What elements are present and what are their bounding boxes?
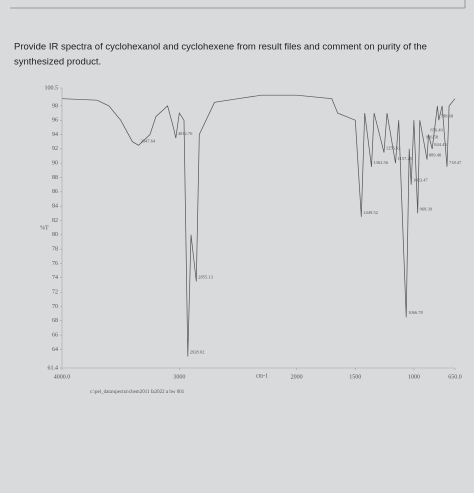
question-line: Provide IR spectra of cyclohexanol and c… xyxy=(14,42,427,53)
peak-label: 1362.56 xyxy=(373,160,388,165)
y-tick-label: 98 xyxy=(52,103,58,109)
peak-label: 1449.52 xyxy=(363,210,378,215)
peak-label: 2928.02 xyxy=(190,350,205,355)
x-tick-label: 3000 xyxy=(173,374,185,380)
y-tick-label: 82 xyxy=(52,218,58,224)
peak-label: 916.58 xyxy=(426,135,439,140)
peak-label: 889.40 xyxy=(429,153,442,158)
peak-label: 1255.92 xyxy=(386,145,401,150)
y-tick-label: 88 xyxy=(52,175,58,181)
x-tick-label: 2000 xyxy=(291,374,303,380)
y-tick-label: 100.5 xyxy=(45,85,59,91)
question-line: synthesized product. xyxy=(14,57,101,68)
y-tick-label: 64 xyxy=(52,347,58,353)
y-tick-label: 76 xyxy=(52,261,58,267)
y-tick-label: 72 xyxy=(52,289,58,295)
y-tick-label: 66 xyxy=(52,332,58,338)
peak-label: 844.43 xyxy=(434,142,447,147)
peak-label: 788.68 xyxy=(441,113,454,118)
y-tick-label: 61.4 xyxy=(48,365,59,371)
y-tick-label: 86 xyxy=(52,189,58,195)
y-tick-label: 80 xyxy=(52,232,58,238)
spectrum-line xyxy=(61,94,456,357)
x-axis-label: cm-1 xyxy=(256,373,268,379)
y-tick-label: 78 xyxy=(52,247,58,253)
y-tick-label: 96 xyxy=(52,118,58,124)
y-tick-label: 74 xyxy=(52,275,58,281)
peak-label: 1023.47 xyxy=(413,178,428,183)
y-axis-label: %T xyxy=(40,225,49,231)
peak-label: 1157.25 xyxy=(397,156,412,161)
file-path: c:\pel_data\spectra\chem2011 fa2022 a hw… xyxy=(90,390,185,395)
y-tick-label: 94 xyxy=(52,132,58,138)
y-tick-label: 90 xyxy=(52,161,58,167)
y-tick-label: 68 xyxy=(52,318,58,324)
x-tick-label: 650.0 xyxy=(448,374,462,380)
peak-label: 1066.78 xyxy=(408,310,423,315)
peak-label: 718.47 xyxy=(449,160,462,165)
y-tick-label: 84 xyxy=(52,204,58,210)
peak-label: 876.49 xyxy=(430,128,443,133)
y-tick-label: 92 xyxy=(52,146,58,152)
peak-label: 4012.76 xyxy=(178,131,193,136)
peak-label: 2855.13 xyxy=(198,274,213,279)
peak-label: 3347.64 xyxy=(141,138,156,143)
x-tick-label: 1000 xyxy=(408,374,420,380)
x-tick-label: 4000.0 xyxy=(54,374,71,380)
x-tick-label: 1500 xyxy=(349,374,361,380)
peak-label: 968.39 xyxy=(420,206,433,211)
y-tick-label: 70 xyxy=(52,304,58,310)
